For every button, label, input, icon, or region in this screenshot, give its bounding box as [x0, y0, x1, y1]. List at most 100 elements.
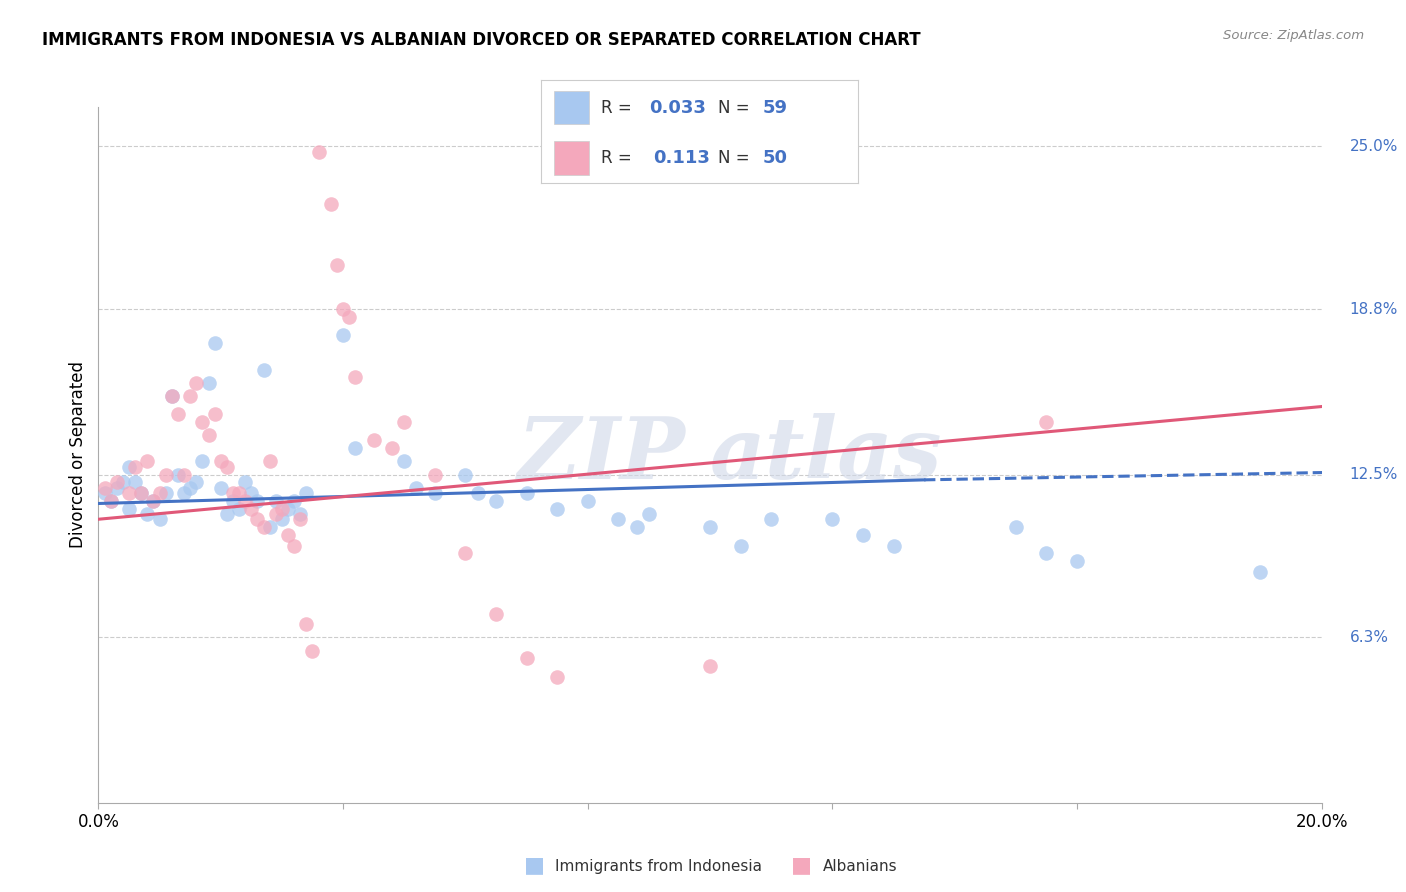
Point	[149, 512, 172, 526]
Point	[637, 507, 661, 521]
Point	[129, 486, 152, 500]
Point	[381, 442, 404, 456]
Text: 59: 59	[762, 99, 787, 117]
Text: Immigrants from Indonesia: Immigrants from Indonesia	[555, 859, 762, 873]
Point	[136, 507, 159, 521]
Point	[179, 389, 201, 403]
Point	[454, 546, 477, 560]
Point	[626, 520, 648, 534]
Point	[191, 454, 214, 468]
Point	[204, 336, 226, 351]
Point	[332, 302, 354, 317]
Point	[167, 407, 190, 421]
Point	[277, 528, 299, 542]
Point	[186, 376, 208, 390]
Point	[136, 454, 159, 468]
Point	[454, 467, 477, 482]
Point	[546, 670, 568, 684]
Point	[191, 415, 214, 429]
Point	[173, 486, 195, 500]
Text: 18.8%: 18.8%	[1350, 301, 1398, 317]
Point	[215, 507, 238, 521]
Point	[160, 389, 183, 403]
Point	[118, 459, 141, 474]
Point	[118, 486, 141, 500]
Point	[222, 494, 245, 508]
Point	[485, 494, 508, 508]
Text: ZIP: ZIP	[517, 413, 686, 497]
Point	[337, 310, 360, 324]
Point	[100, 494, 122, 508]
Point	[173, 467, 195, 482]
Text: N =: N =	[718, 99, 755, 117]
Point	[222, 486, 245, 500]
Text: ■: ■	[792, 855, 811, 875]
Point	[209, 481, 232, 495]
Point	[1035, 415, 1057, 429]
Text: 25.0%: 25.0%	[1350, 139, 1398, 154]
Point	[111, 475, 134, 490]
Point	[699, 659, 721, 673]
Point	[124, 475, 146, 490]
Point	[516, 486, 538, 500]
Point	[149, 486, 172, 500]
Point	[607, 512, 630, 526]
Point	[118, 501, 141, 516]
Point	[209, 454, 232, 468]
Point	[215, 459, 238, 474]
Point	[93, 481, 115, 495]
Point	[264, 507, 287, 521]
Point	[392, 454, 416, 468]
FancyBboxPatch shape	[554, 141, 589, 175]
Point	[283, 539, 305, 553]
Point	[259, 520, 281, 534]
Point	[259, 454, 281, 468]
Point	[467, 486, 489, 500]
Point	[363, 434, 385, 448]
Point	[93, 486, 115, 500]
Point	[233, 494, 256, 508]
Point	[326, 258, 349, 272]
Point	[197, 376, 219, 390]
Point	[1066, 554, 1088, 568]
Point	[730, 539, 752, 553]
Text: 6.3%: 6.3%	[1350, 630, 1389, 645]
Text: 50: 50	[762, 149, 787, 167]
Point	[344, 370, 367, 384]
Text: ■: ■	[524, 855, 544, 875]
Point	[160, 389, 183, 403]
Point	[283, 494, 305, 508]
Point	[228, 486, 250, 500]
Text: atlas: atlas	[710, 413, 942, 497]
Point	[821, 512, 844, 526]
FancyBboxPatch shape	[554, 91, 589, 124]
Point	[100, 494, 122, 508]
Point	[124, 459, 146, 474]
Point	[167, 467, 190, 482]
Point	[1035, 546, 1057, 560]
Point	[240, 501, 263, 516]
Point	[246, 494, 269, 508]
Point	[546, 501, 568, 516]
Point	[1249, 565, 1271, 579]
Point	[155, 486, 177, 500]
Point	[155, 467, 177, 482]
Point	[252, 520, 274, 534]
Point	[290, 507, 312, 521]
Point	[204, 407, 226, 421]
Text: 0.113: 0.113	[654, 149, 710, 167]
Point	[228, 501, 250, 516]
Text: Albanians: Albanians	[823, 859, 897, 873]
Point	[423, 486, 446, 500]
Point	[423, 467, 446, 482]
Text: R =: R =	[602, 149, 643, 167]
Y-axis label: Divorced or Separated: Divorced or Separated	[69, 361, 87, 549]
Point	[576, 494, 599, 508]
Point	[332, 328, 354, 343]
Point	[759, 512, 782, 526]
Point	[290, 512, 312, 526]
Point	[277, 501, 299, 516]
Point	[405, 481, 427, 495]
Point	[240, 486, 263, 500]
Point	[252, 362, 274, 376]
